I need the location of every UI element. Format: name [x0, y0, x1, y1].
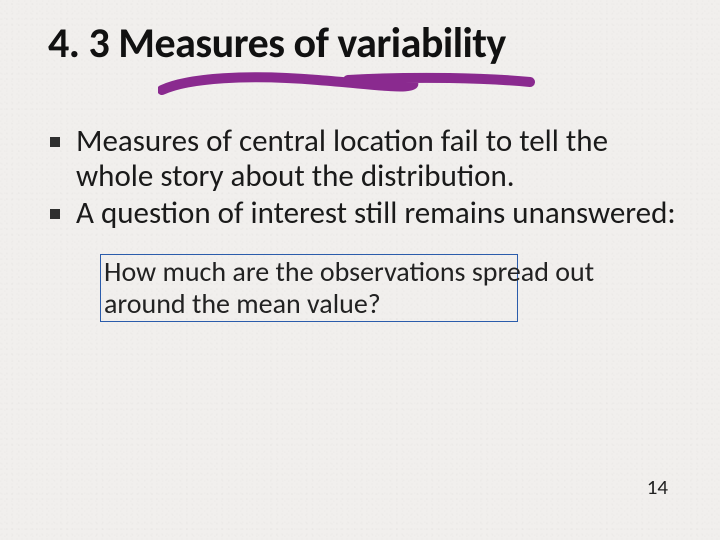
page-number: 14	[647, 474, 668, 500]
slide: 4. 3 Measures of variability Measures of…	[0, 0, 720, 540]
list-item: A question of interest still remains una…	[48, 196, 680, 231]
title-underline	[48, 72, 680, 102]
list-item: Measures of central location fail to tel…	[48, 124, 680, 193]
callout: How much are the observations spread out…	[104, 256, 680, 319]
brush-underline-icon	[158, 68, 538, 102]
callout-text: How much are the observations spread out…	[104, 256, 680, 319]
bullet-list: Measures of central location fail to tel…	[48, 124, 680, 230]
slide-title: 4. 3 Measures of variability	[48, 22, 680, 66]
